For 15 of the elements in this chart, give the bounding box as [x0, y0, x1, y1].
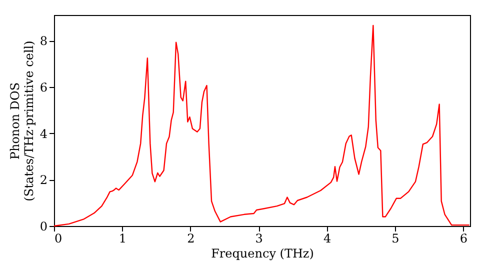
y-tick-label: 4: [40, 126, 48, 141]
x-tick-label: 6: [460, 232, 468, 246]
x-tick-label: 0: [54, 232, 62, 246]
y-tick-label: 2: [40, 173, 48, 188]
x-tick-label: 2: [187, 232, 195, 246]
x-axis-title: Frequency (THz): [211, 246, 314, 260]
y-tick-label: 6: [40, 80, 48, 94]
x-tick-label: 4: [323, 232, 332, 246]
x-tick-label: 5: [392, 232, 400, 246]
x-tick-label: 1: [118, 232, 127, 246]
x-tick-label: 3: [255, 232, 263, 246]
line-series: [53, 24, 470, 227]
y-tick-label: 8: [40, 34, 48, 48]
y-axis-title: Phonon DOS (States/THz·primitive cell): [8, 40, 36, 202]
y-tick-label: 0: [40, 220, 48, 234]
